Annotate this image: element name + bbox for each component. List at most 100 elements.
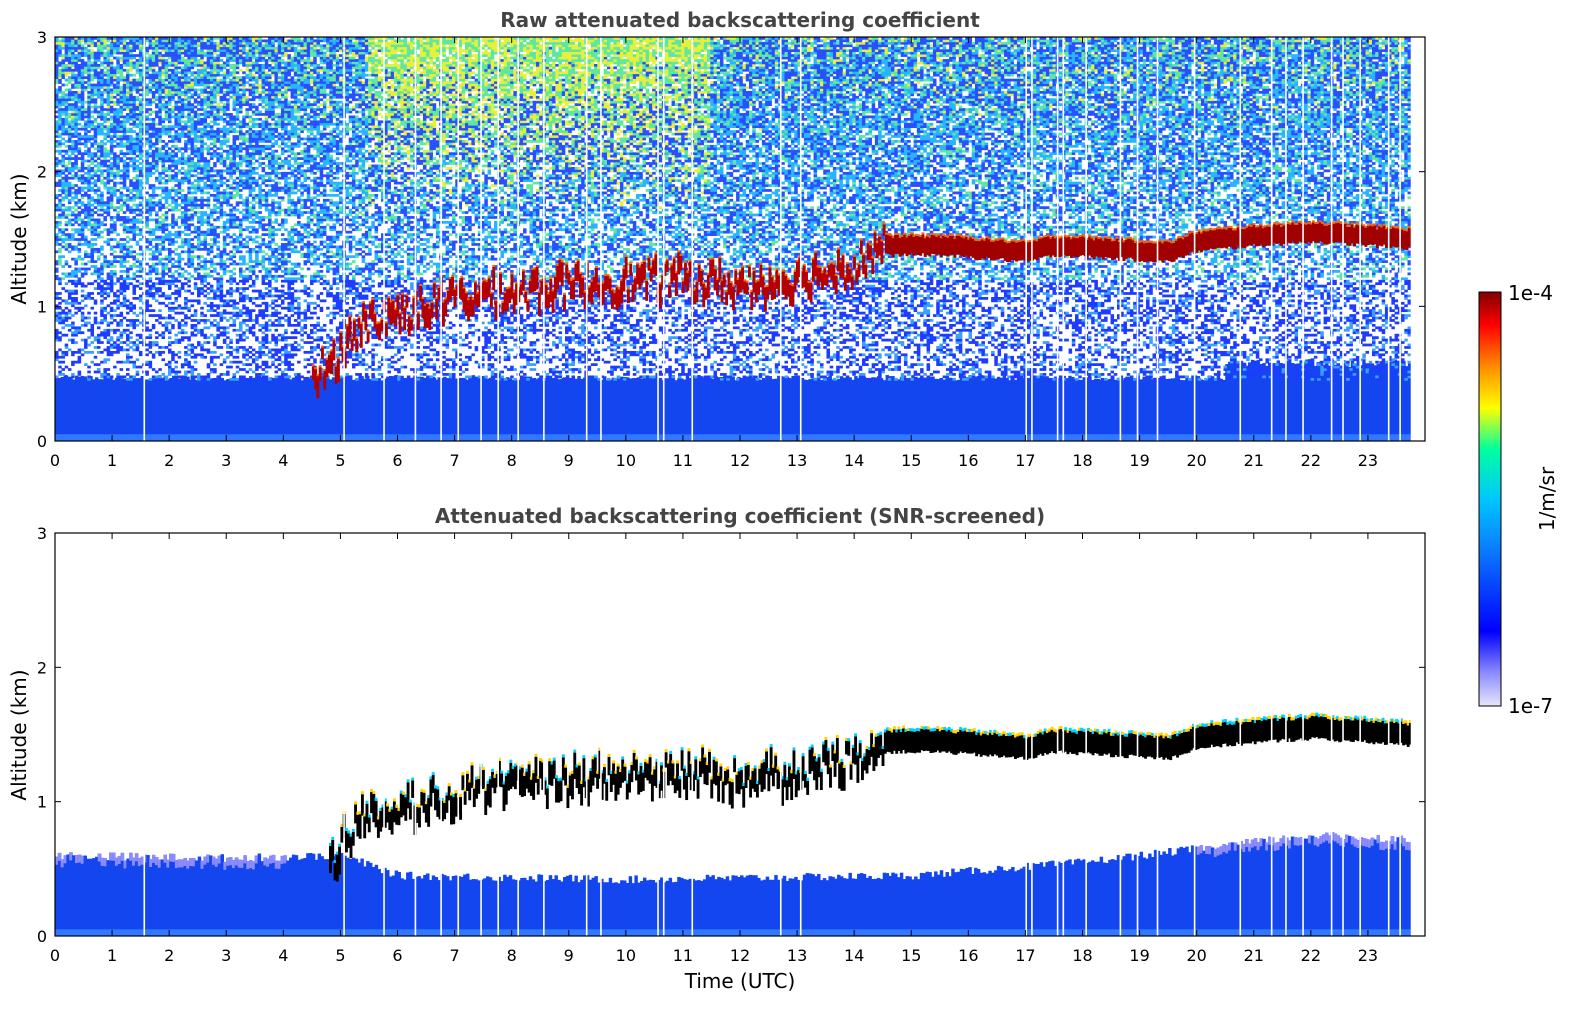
noise-cell (68, 192, 72, 195)
noise-cell (68, 214, 72, 217)
noise-cell (71, 125, 75, 128)
noise-cell (65, 221, 69, 224)
noise-cell (68, 52, 72, 55)
noise-cell (58, 174, 62, 177)
noise-cell (61, 322, 65, 325)
noise-cell (68, 245, 72, 248)
noise-cell (61, 187, 65, 190)
noise-cell (58, 312, 62, 315)
noise-cell (71, 57, 75, 60)
noise-cell (68, 219, 72, 222)
noise-cell (61, 57, 65, 60)
noise-cell (58, 120, 62, 123)
noise-cell (71, 108, 75, 111)
noise-cell (65, 84, 69, 87)
noise-cell (65, 47, 69, 50)
noise-cell (65, 54, 69, 57)
noise-cell (58, 123, 62, 126)
noise-cell (71, 152, 75, 155)
noise-cell (68, 297, 72, 300)
noise-cell (61, 189, 65, 192)
noise-cell (58, 223, 62, 226)
noise-cell (65, 302, 69, 305)
noise-cell (65, 344, 69, 347)
noise-cell (68, 295, 72, 298)
noise-cell (71, 282, 75, 285)
noise-cell (68, 125, 72, 128)
noise-cell (68, 98, 72, 101)
noise-cell (65, 98, 69, 101)
noise-cell (68, 64, 72, 67)
noise-cell (65, 184, 69, 187)
noise-cell (61, 62, 65, 65)
noise-cell (65, 233, 69, 236)
noise-cell (71, 123, 75, 126)
noise-cell (65, 128, 69, 131)
noise-cell (68, 81, 72, 84)
noise-cell (65, 366, 69, 369)
noise-cell (71, 86, 75, 89)
noise-cell (65, 206, 69, 209)
noise-cell (58, 106, 62, 109)
noise-cell (61, 125, 65, 128)
noise-cell (68, 120, 72, 123)
noise-cell (65, 194, 69, 197)
noise-cell (58, 280, 62, 283)
noise-cell (71, 184, 75, 187)
noise-cell (71, 79, 75, 82)
noise-cell (58, 140, 62, 143)
noise-cell (61, 66, 65, 69)
noise-cell (61, 231, 65, 234)
noise-cell (68, 57, 72, 60)
noise-cell (71, 373, 75, 376)
noise-cell (71, 236, 75, 239)
noise-cell (58, 292, 62, 295)
noise-cell (65, 167, 69, 170)
noise-cell (71, 375, 75, 378)
noise-cell (71, 135, 75, 138)
noise-cell (58, 277, 62, 280)
noise-cell (74, 361, 78, 364)
noise-cell (68, 199, 72, 202)
noise-cell (61, 255, 65, 258)
noise-cell (61, 111, 65, 114)
noise-cell (61, 265, 65, 268)
noise-cell (58, 39, 62, 42)
noise-cell (65, 177, 69, 180)
noise-cell (71, 270, 75, 273)
noise-cell (68, 167, 72, 170)
noise-cell (65, 312, 69, 315)
noise-cell (71, 42, 75, 45)
noise-cell (58, 216, 62, 219)
noise-cell (65, 263, 69, 266)
noise-cell (71, 353, 75, 356)
noise-cell (65, 260, 69, 263)
noise-cell (61, 162, 65, 165)
noise-cell (71, 128, 75, 131)
noise-cell (65, 111, 69, 114)
noise-cell (61, 184, 65, 187)
noise-cell (65, 243, 69, 246)
noise-cell (68, 108, 72, 111)
noise-cell (71, 52, 75, 55)
noise-cell (68, 187, 72, 190)
noise-cell (68, 292, 72, 295)
noise-cell (58, 260, 62, 263)
noise-cell (58, 336, 62, 339)
noise-cell (65, 238, 69, 241)
noise-cell (68, 339, 72, 342)
noise-cell (71, 84, 75, 87)
noise-cell (58, 378, 62, 381)
noise-cell (61, 182, 65, 185)
noise-cell (61, 64, 65, 67)
noise-cell (71, 275, 75, 278)
noise-cell (71, 299, 75, 302)
noise-cell (58, 206, 62, 209)
noise-cell (68, 238, 72, 241)
noise-cell (65, 103, 69, 106)
noise-cell (61, 165, 65, 168)
noise-cell (61, 76, 65, 79)
noise-cell (58, 76, 62, 79)
noise-cell (65, 307, 69, 310)
noise-cell (68, 89, 72, 92)
